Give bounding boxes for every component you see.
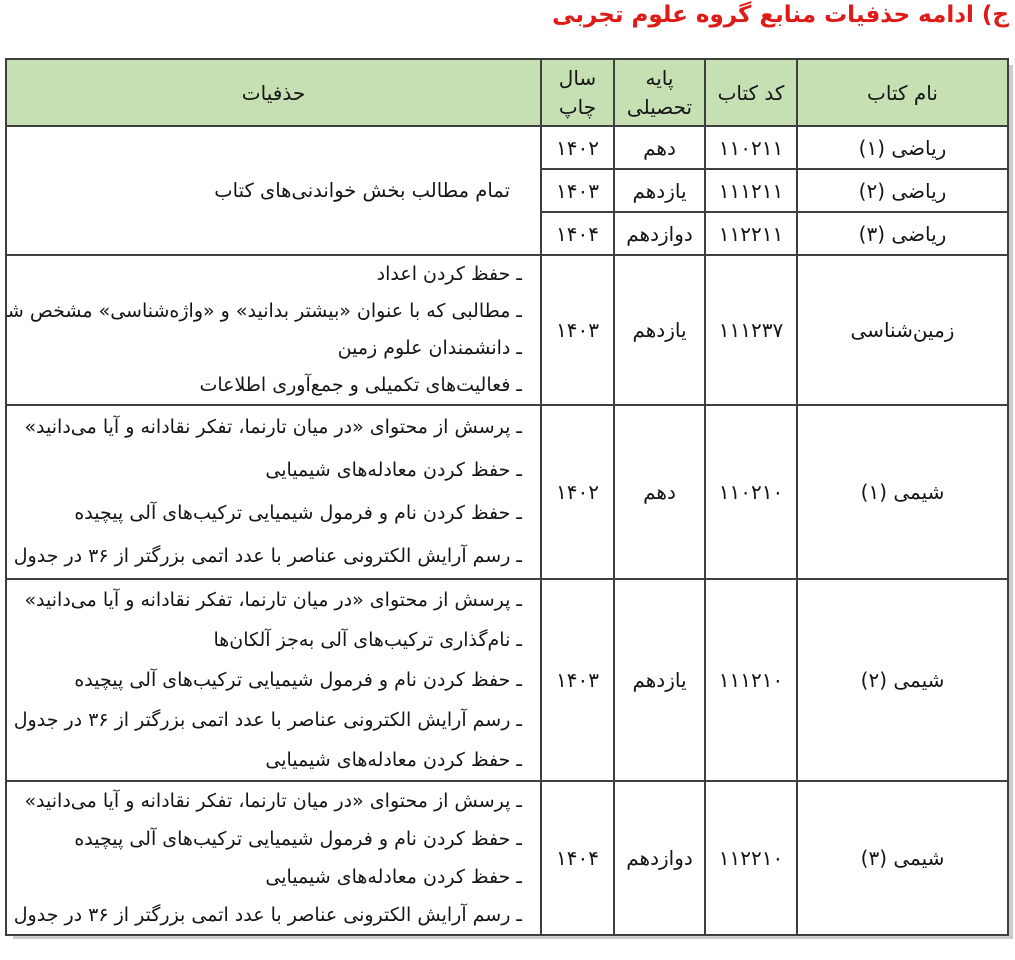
deletion-item: ـ حفظ کردن معادله‌های شیمیایی [265,459,522,481]
deletion-item: ـ حفظ کردن معادله‌های شیمیایی [265,866,522,888]
deletion-item: ـ حفظ کردن اعداد [376,263,522,285]
deletion-item: ـ رسم آرایش الکترونی عناصر با عدد اتمی ب… [8,904,522,926]
table-row-geology: زمین‌شناسی ۱۱۱۲۳۷ یازدهم ۱۴۰۳ ـ حفظ کردن… [5,254,1009,406]
header-deletions: حذفیات [5,58,542,127]
book-code: ۱۱۱۲۳۷ [704,254,798,406]
deletions-cell: ـ پرسش از محتوای «در میان تارنما، تفکر ن… [5,578,542,782]
print-year: ۱۴۰۴ [540,211,615,256]
deletion-item: ـ رسم آرایش الکترونی عناصر با عدد اتمی ب… [8,545,522,567]
deletion-item: ـ حفظ کردن نام و فرمول شیمیایی ترکیب‌های… [74,828,522,850]
grade: یازدهم [613,578,706,782]
deletion-item: ـ رسم آرایش الکترونی عناصر با عدد اتمی ب… [8,709,522,731]
book-name: شیمی (۳) [796,780,1009,936]
table-row-math3: ریاضی (۳) ۱۱۲۲۱۱ دوازدهم ۱۴۰۴ [6,211,1009,256]
book-code: ۱۱۱۲۱۱ [704,168,798,213]
print-year: ۱۴۰۳ [540,578,615,782]
book-code: ۱۱۲۲۱۰ [704,780,798,936]
book-code: ۱۱۰۲۱۱ [704,125,798,170]
book-name: ریاضی (۲) [796,168,1009,213]
table-row-chemistry3: شیمی (۳) ۱۱۲۲۱۰ دوازدهم ۱۴۰۴ ـ پرسش از م… [5,780,1009,936]
table-row-math2: ریاضی (۲) ۱۱۱۲۱۱ یازدهم ۱۴۰۳ [6,168,1009,213]
page-title: ج) ادامه حذفیات منابع گروه علوم تجربی [552,2,1009,28]
header-grade-line1: پایه [645,65,674,90]
deletion-item: ـ حفظ کردن معادله‌های شیمیایی [265,749,522,771]
deletion-item: ـ فعالیت‌های تکمیلی و جمع‌آوری اطلاعات [199,374,522,396]
deletion-item: ـ نام‌گذاری ترکیب‌های آلی به‌جز آلکان‌ها [213,629,522,651]
deletions-table: نام کتاب کد کتاب پایه تحصیلی سال چاپ حذف… [5,58,1009,936]
table-row-chemistry2: شیمی (۲) ۱۱۱۲۱۰ یازدهم ۱۴۰۳ ـ پرسش از مح… [5,578,1009,782]
book-code: ۱۱۱۲۱۰ [704,578,798,782]
header-year-line1: سال [558,65,597,90]
deletion-item: ـ پرسش از محتوای «در میان تارنما، تفکر ن… [24,790,522,812]
grade: دوازدهم [613,780,706,936]
deletion-item: ـ حفظ کردن نام و فرمول شیمیایی ترکیب‌های… [74,502,522,524]
grade: دوازدهم [613,211,706,256]
header-year-line2: چاپ [558,94,597,119]
header-grade: پایه تحصیلی [613,58,706,127]
book-code: ۱۱۰۲۱۰ [704,404,798,580]
grade: دهم [613,125,706,170]
table-row-math1: ریاضی (۱) ۱۱۰۲۱۱ دهم ۱۴۰۲ تمام مطالب بخش… [5,125,1009,256]
print-year: ۱۴۰۳ [540,168,615,213]
deletion-item: ـ پرسش از محتوای «در میان تارنما، تفکر ن… [24,416,522,438]
header-print-year: سال چاپ [540,58,615,127]
deletions-cell-math: تمام مطالب بخش خواندنی‌های کتاب [5,125,542,256]
table-header-row: نام کتاب کد کتاب پایه تحصیلی سال چاپ حذف… [5,58,1009,127]
book-name: ریاضی (۳) [796,211,1009,256]
header-grade-line2: تحصیلی [626,94,693,119]
book-name: شیمی (۲) [796,578,1009,782]
book-name: زمین‌شناسی [796,254,1009,406]
deletion-item: ـ پرسش از محتوای «در میان تارنما، تفکر ن… [24,589,522,611]
print-year: ۱۴۰۳ [540,254,615,406]
book-name: شیمی (۱) [796,404,1009,580]
book-code: ۱۱۲۲۱۱ [704,211,798,256]
deletions-cell: ـ پرسش از محتوای «در میان تارنما، تفکر ن… [5,404,542,580]
deletions-cell: ـ حفظ کردن اعداد ـ مطالبی که با عنوان «ب… [5,254,542,406]
deletion-item: ـ حفظ کردن نام و فرمول شیمیایی ترکیب‌های… [74,669,522,691]
grade: یازدهم [613,168,706,213]
print-year: ۱۴۰۲ [540,125,615,170]
table-row-chemistry1: شیمی (۱) ۱۱۰۲۱۰ دهم ۱۴۰۲ ـ پرسش از محتوا… [5,404,1009,580]
header-book-code: کد کتاب [704,58,798,127]
deletions-cell: ـ پرسش از محتوای «در میان تارنما، تفکر ن… [5,780,542,936]
book-name: ریاضی (۱) [796,125,1009,170]
deletion-item: ـ دانشمندان علوم زمین [337,337,522,359]
grade: دهم [613,404,706,580]
print-year: ۱۴۰۴ [540,780,615,936]
header-book-name: نام کتاب [796,58,1009,127]
print-year: ۱۴۰۲ [540,404,615,580]
deletion-item: ـ مطالبی که با عنوان «بیشتر بدانید» و «و… [6,300,522,322]
grade: یازدهم [613,254,706,406]
